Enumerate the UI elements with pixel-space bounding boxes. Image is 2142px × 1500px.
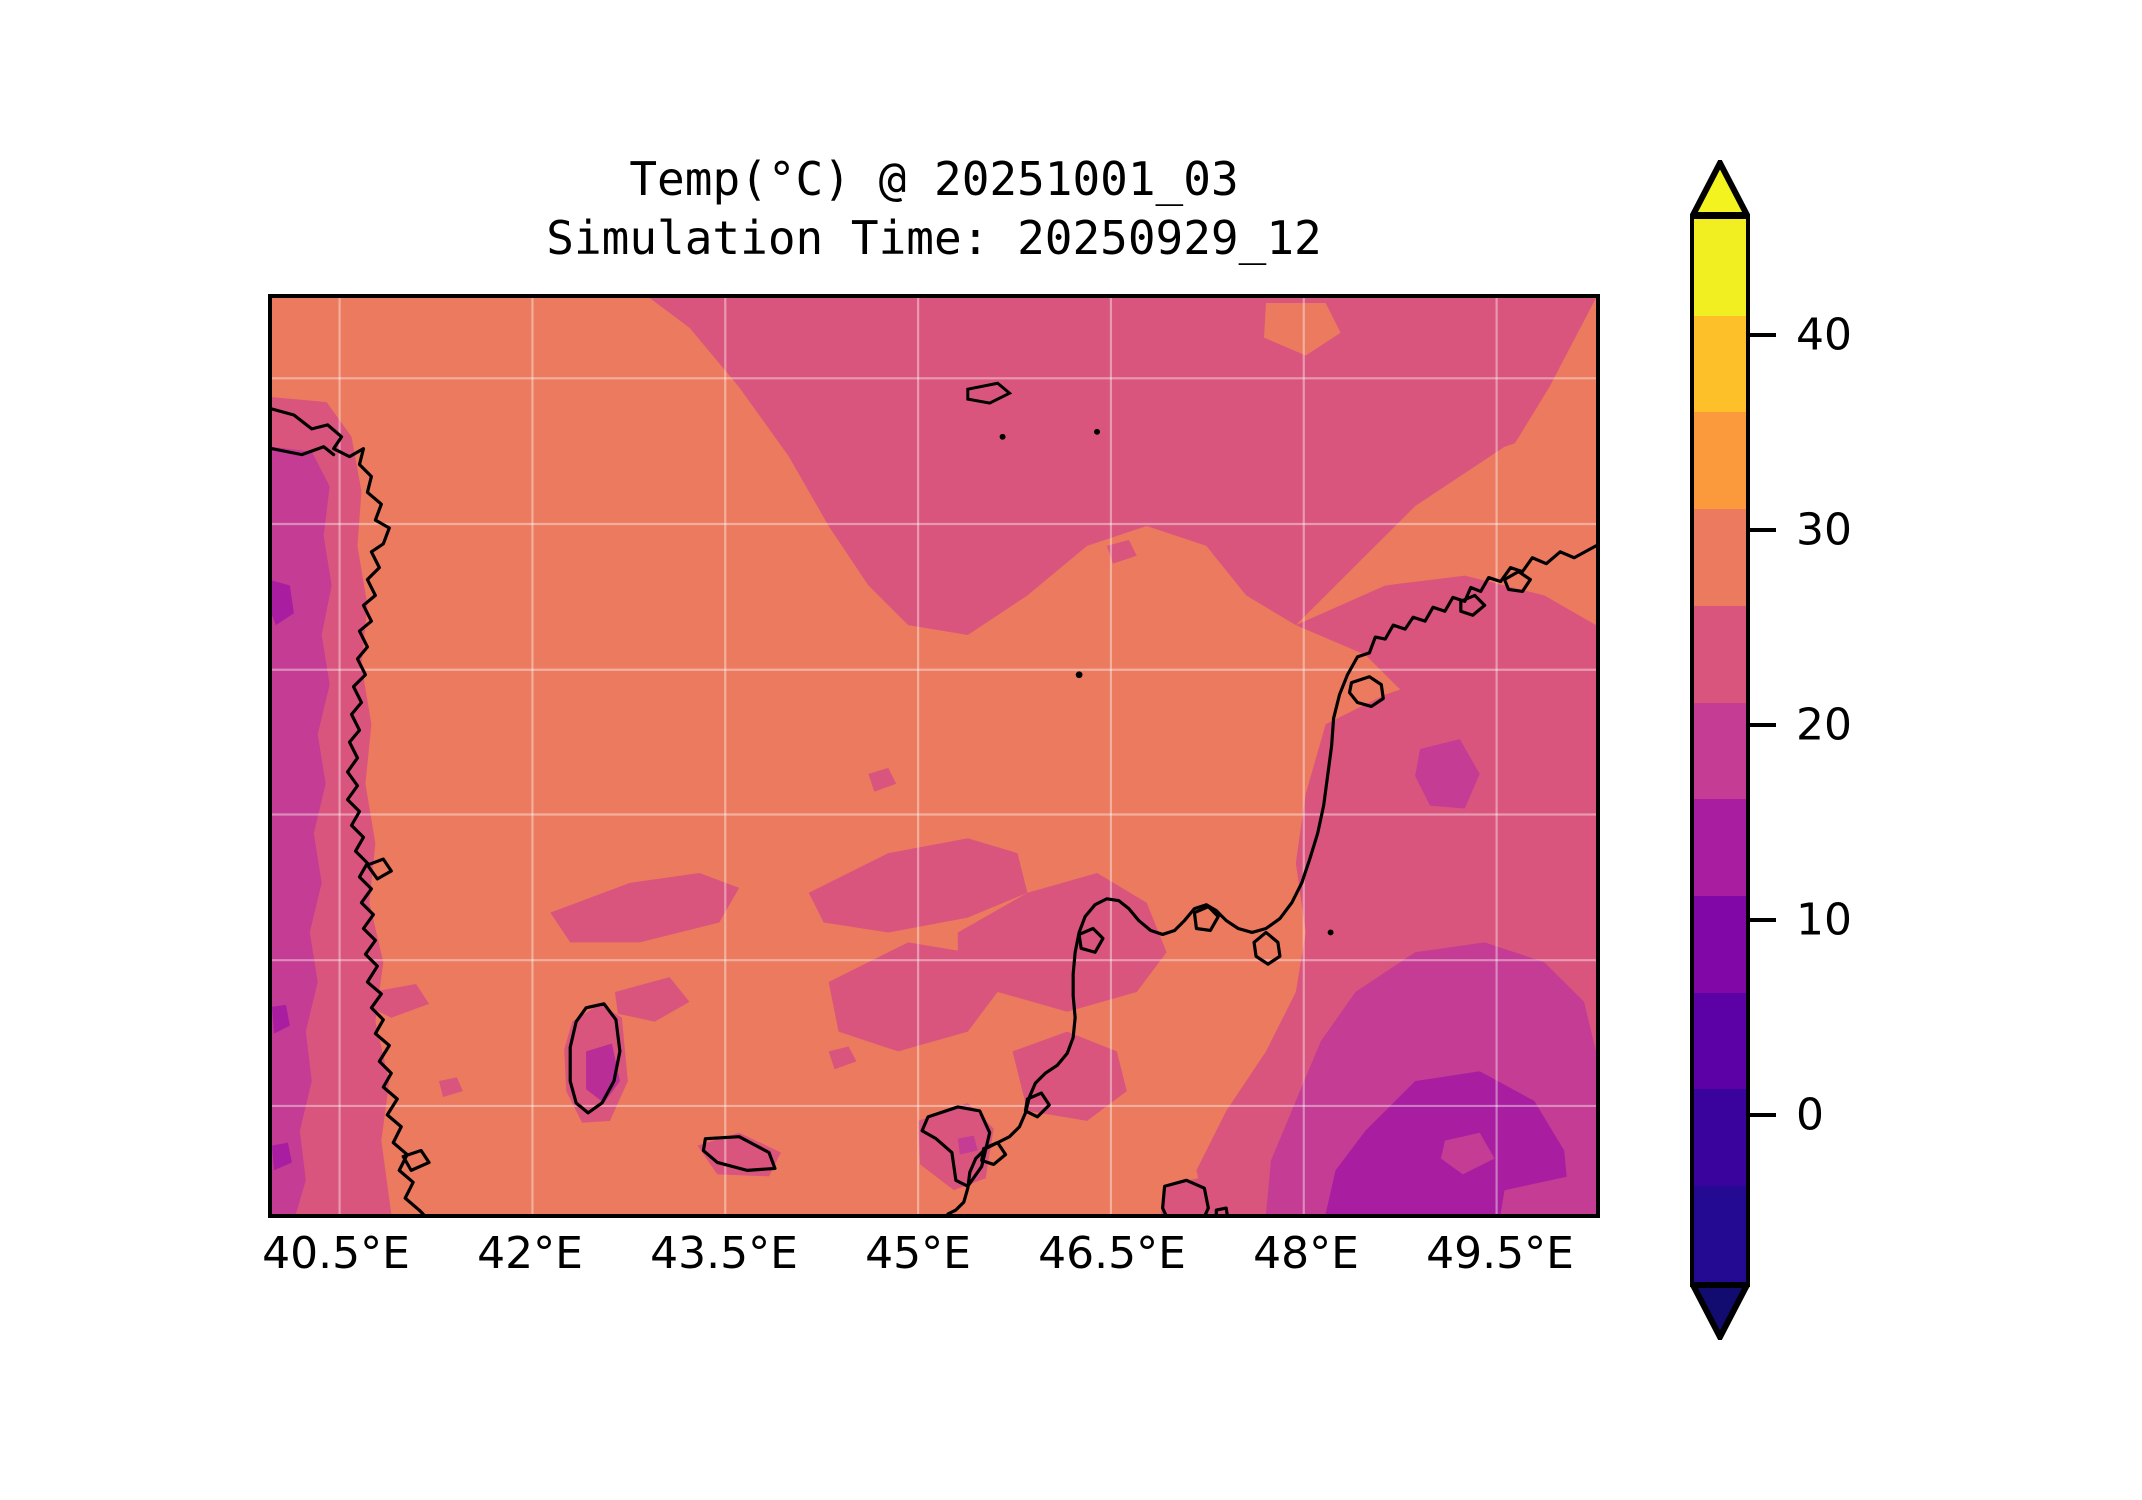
colorbar-tick-10 bbox=[1750, 918, 1776, 922]
colorbar-over-arrow bbox=[1690, 160, 1750, 218]
colorbar-tick-40 bbox=[1750, 333, 1776, 337]
colorbar-band-30-35 bbox=[1694, 412, 1746, 510]
temperature-contour-field bbox=[272, 298, 1596, 1214]
colorbar-tick-20 bbox=[1750, 723, 1776, 727]
colorbar-label-0: 0 bbox=[1796, 1089, 1824, 1141]
xtick-label-45E: 45°E bbox=[865, 1228, 971, 1279]
colorbar-band-25-30 bbox=[1694, 509, 1746, 606]
colorbar-bands bbox=[1690, 215, 1750, 1287]
colorbar[interactable]: 40 30 20 10 0 bbox=[1690, 160, 1852, 1340]
xtick-label-40-5E: 40.5°E bbox=[262, 1228, 410, 1279]
colorbar-ticks: 40 30 20 10 0 bbox=[1750, 160, 1950, 1340]
xtick-label-48E: 48°E bbox=[1253, 1228, 1359, 1279]
colorbar-band-15-20 bbox=[1694, 702, 1746, 800]
xtick-label-42E: 42°E bbox=[477, 1228, 583, 1279]
colorbar-label-10: 10 bbox=[1796, 894, 1852, 946]
colorbar-tick-0 bbox=[1750, 1113, 1776, 1117]
colorbar-label-40: 40 bbox=[1796, 309, 1852, 361]
colorbar-band-20-25 bbox=[1694, 605, 1746, 703]
colorbar-band-40-45 bbox=[1694, 219, 1746, 316]
xtick-label-46-5E: 46.5°E bbox=[1038, 1228, 1186, 1279]
xtick-label-49-5E: 49.5°E bbox=[1426, 1228, 1574, 1279]
colorbar-tick-30 bbox=[1750, 528, 1776, 532]
map-axes[interactable] bbox=[268, 294, 1600, 1218]
colorbar-label-30: 30 bbox=[1796, 504, 1852, 556]
colorbar-label-20: 20 bbox=[1796, 699, 1852, 751]
colorbar-band-bottom bbox=[1694, 1186, 1746, 1283]
colorbar-band-10-15 bbox=[1694, 799, 1746, 896]
xtick-label-43-5E: 43.5°E bbox=[650, 1228, 798, 1279]
colorbar-under-arrow bbox=[1690, 1282, 1750, 1340]
title-line-1: Temp(°C) @ 20251001_03 bbox=[629, 152, 1239, 206]
colorbar-band-0-5 bbox=[1694, 992, 1746, 1090]
chart-title: Temp(°C) @ 20251001_03 Simulation Time: … bbox=[268, 150, 1600, 268]
colorbar-band-neg5-0 bbox=[1694, 1089, 1746, 1187]
colorbar-band-5-10 bbox=[1694, 895, 1746, 993]
title-line-2: Simulation Time: 20250929_12 bbox=[546, 210, 1322, 265]
colorbar-band-35-40 bbox=[1694, 315, 1746, 413]
